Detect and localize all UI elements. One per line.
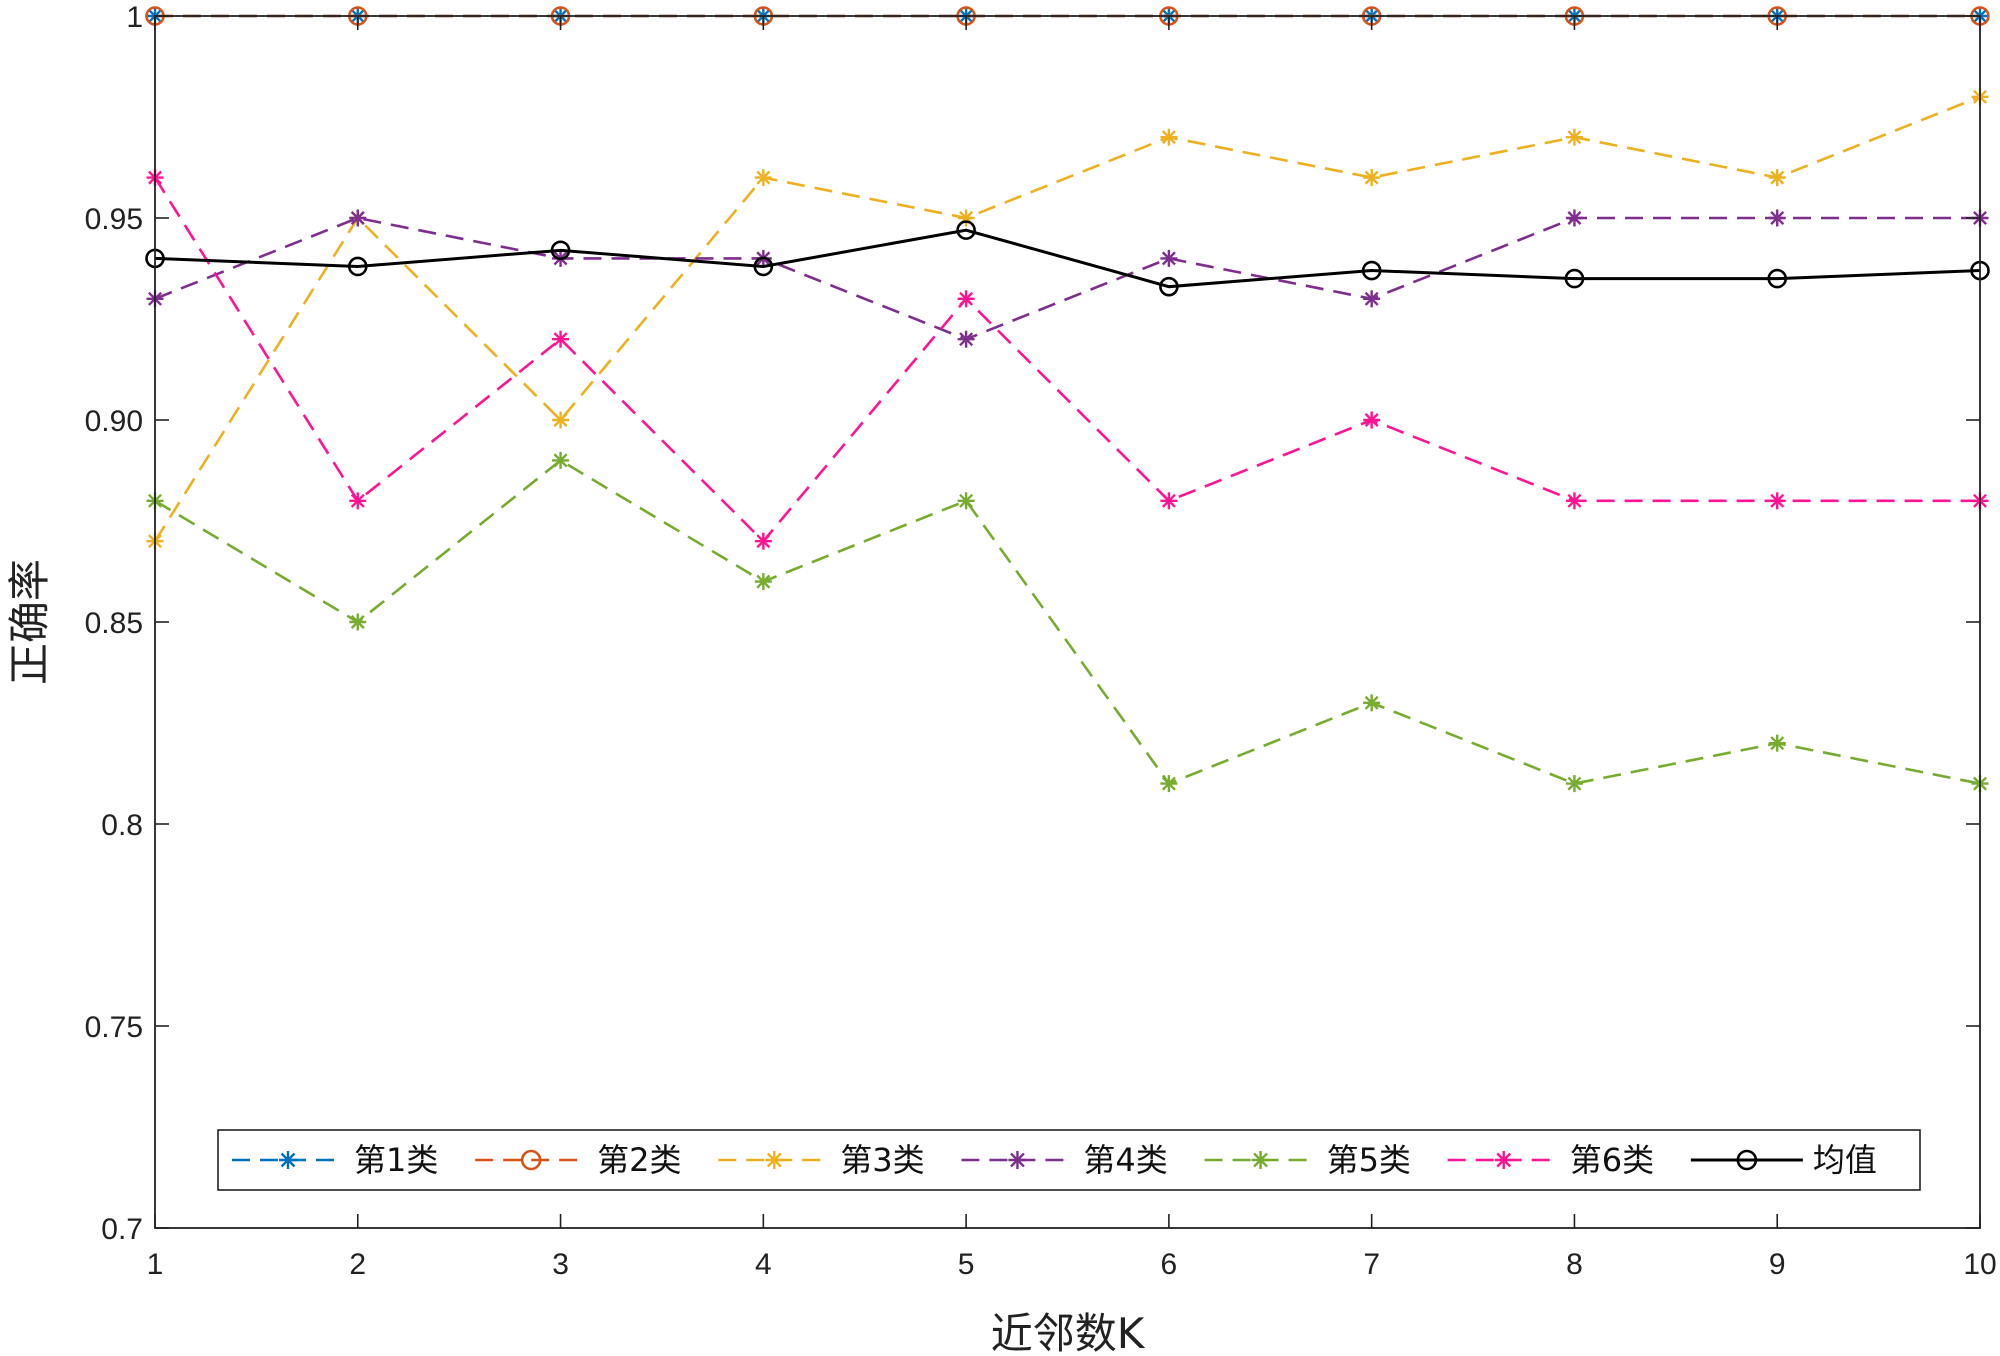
y-tick-label: 0.8 [101,809,143,842]
legend-label: 均值 [1813,1141,1877,1179]
data-point [1566,775,1583,792]
data-point [349,492,366,509]
y-axis-label: 正确率 [5,559,54,685]
x-tick-label: 8 [1566,1248,1583,1281]
data-point [1363,694,1380,711]
legend-label: 第3类 [840,1141,924,1179]
data-point [755,169,772,186]
legend-box [218,1130,1920,1190]
x-tick-label: 7 [1363,1248,1380,1281]
legend-label: 第1类 [354,1141,438,1179]
x-tick-label: 1 [147,1248,164,1281]
x-tick-label: 5 [958,1248,975,1281]
data-point [552,331,569,348]
legend-label: 第4类 [1083,1141,1167,1179]
legend-marker [279,1151,297,1169]
data-point [1769,169,1786,186]
x-tick-label: 10 [1963,1248,1996,1281]
data-point [1769,735,1786,752]
data-point [1566,492,1583,509]
legend-marker [1008,1151,1026,1169]
data-point [552,452,569,469]
data-point [1160,775,1177,792]
data-point [755,573,772,590]
legend-label: 第6类 [1570,1141,1654,1179]
legend-label: 第2类 [597,1141,681,1179]
data-point [1160,129,1177,146]
y-tick-label: 0.75 [85,1011,143,1044]
legend-label: 第5类 [1327,1141,1411,1179]
data-point [1363,290,1380,307]
y-tick-label: 0.85 [85,607,143,640]
data-point [1160,492,1177,509]
x-tick-label: 6 [1161,1248,1178,1281]
data-point [755,533,772,550]
legend: 第1类 第2类 第3类 第4类 第5类 第6类 均值 [218,1130,1920,1190]
x-tick-label: 2 [349,1248,366,1281]
data-point [552,412,569,429]
data-point [1566,210,1583,227]
data-point [958,492,975,509]
data-point [1363,412,1380,429]
x-axis-label: 近邻数K [991,1309,1146,1356]
y-tick-label: 0.95 [85,203,143,236]
legend-marker [1252,1151,1270,1169]
y-tick-label: 1 [126,1,143,34]
data-point [1566,129,1583,146]
data-point [958,331,975,348]
x-tick-label: 3 [552,1248,569,1281]
data-point [1769,210,1786,227]
x-tick-label: 4 [755,1248,772,1281]
data-point [958,290,975,307]
y-tick-label: 0.7 [101,1213,143,1246]
data-point [349,210,366,227]
legend-marker [1495,1151,1513,1169]
data-point [1363,169,1380,186]
y-tick-label: 0.90 [85,405,143,438]
x-tick-label: 9 [1769,1248,1786,1281]
plot-area [155,16,1980,1228]
legend-marker [765,1151,783,1169]
data-point [1769,492,1786,509]
plot-background [155,16,1980,1228]
data-point [1160,250,1177,267]
data-point [349,614,366,631]
